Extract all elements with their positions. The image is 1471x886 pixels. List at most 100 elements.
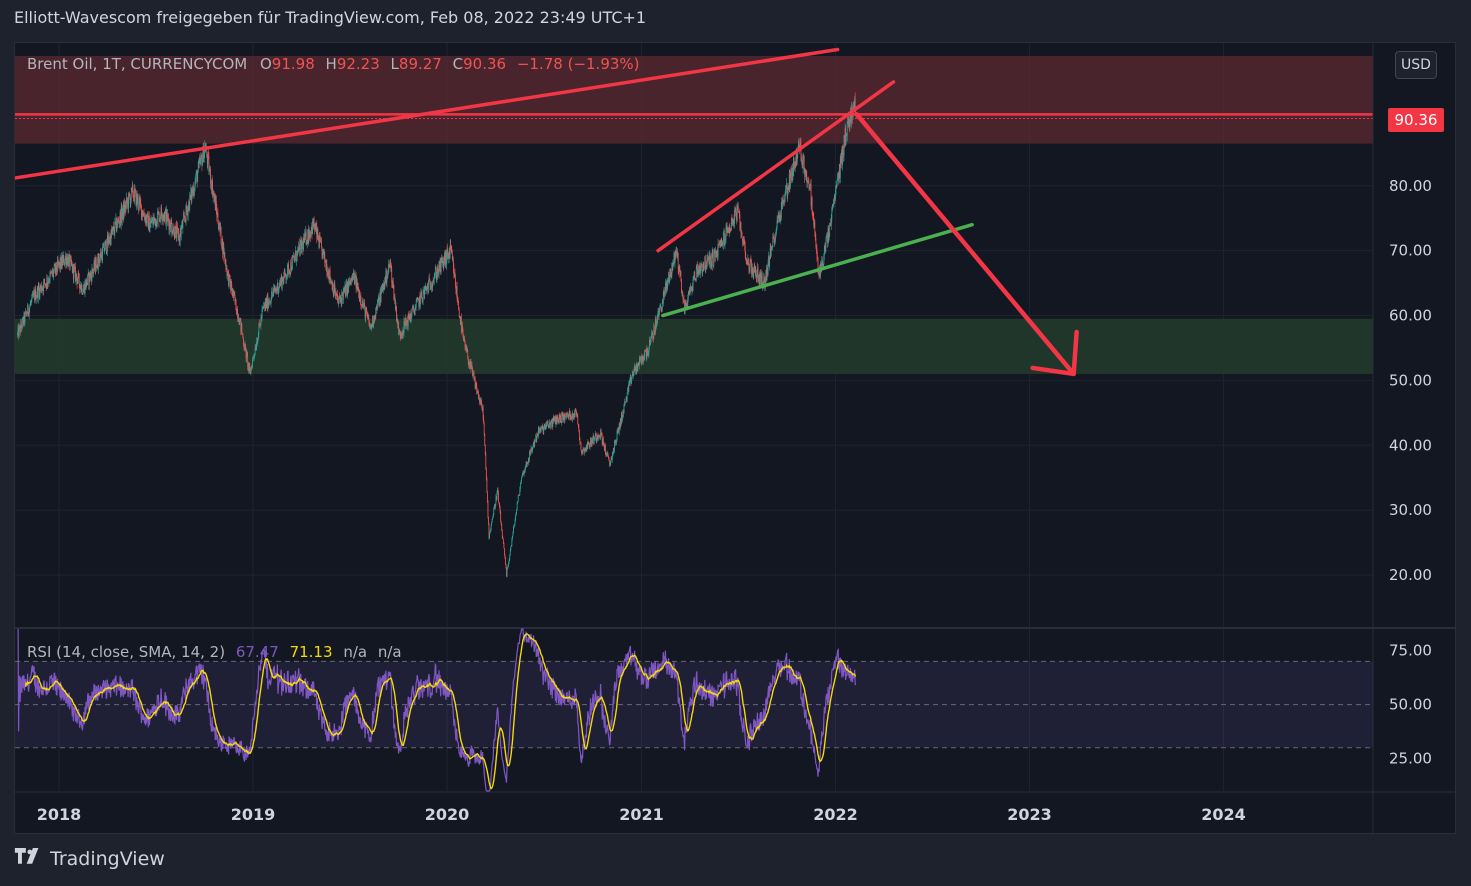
candle-body bbox=[460, 316, 462, 322]
candle-body bbox=[373, 323, 375, 325]
candle-body bbox=[125, 204, 126, 210]
candle-body bbox=[564, 415, 566, 421]
candle-body bbox=[490, 529, 491, 532]
candle-body bbox=[89, 273, 91, 280]
candle-body bbox=[405, 318, 407, 326]
candle-body bbox=[327, 270, 329, 276]
candle-body bbox=[750, 259, 751, 262]
candle-body bbox=[616, 430, 618, 441]
candle-body bbox=[309, 231, 311, 239]
candle-body bbox=[792, 168, 793, 181]
candle-body bbox=[741, 232, 743, 239]
candle-body bbox=[589, 445, 591, 448]
candle-body bbox=[428, 278, 430, 282]
candle-body bbox=[130, 198, 132, 205]
candle-body bbox=[208, 156, 210, 172]
chart-svg[interactable]: 20.0030.0040.0050.0060.0070.0080.0025.00… bbox=[15, 43, 1456, 834]
candle-body bbox=[783, 200, 785, 201]
candle-body bbox=[323, 251, 325, 255]
candle-body bbox=[469, 361, 471, 368]
candle-body bbox=[304, 233, 306, 237]
candle-body bbox=[680, 271, 682, 280]
candle-body bbox=[708, 258, 710, 265]
candle-body bbox=[592, 438, 594, 444]
candle-body bbox=[444, 255, 446, 264]
candle-body bbox=[252, 359, 253, 369]
candle-body bbox=[363, 307, 364, 308]
candle-body bbox=[235, 299, 236, 302]
price-axis-label: 20.00 bbox=[1389, 566, 1432, 584]
candle-body bbox=[115, 217, 117, 224]
candle-body bbox=[743, 236, 745, 243]
candle-body bbox=[404, 320, 405, 326]
candle-body bbox=[738, 211, 740, 213]
candle-body bbox=[697, 269, 699, 275]
candle-body bbox=[671, 262, 673, 271]
candle-body bbox=[310, 232, 312, 237]
candle-body bbox=[595, 434, 597, 441]
candle-body bbox=[488, 516, 489, 524]
candle-body bbox=[104, 250, 106, 252]
candle-body bbox=[227, 271, 229, 273]
candle-body bbox=[134, 188, 135, 202]
candle-body bbox=[267, 295, 269, 309]
candle-body bbox=[730, 218, 732, 231]
candle-body bbox=[212, 180, 214, 197]
candle-body bbox=[133, 195, 135, 202]
candle-body bbox=[539, 428, 541, 430]
candle-body bbox=[717, 243, 719, 257]
candle-body bbox=[811, 197, 813, 206]
currency-button[interactable]: USD bbox=[1395, 51, 1437, 79]
candle-body bbox=[261, 316, 262, 319]
candle-body bbox=[633, 372, 634, 376]
candle-body bbox=[739, 222, 741, 230]
open-value: 91.98 bbox=[271, 55, 315, 73]
candle-body bbox=[471, 364, 472, 370]
candle-body bbox=[687, 297, 689, 307]
candle-body bbox=[514, 524, 515, 526]
candle-body bbox=[791, 168, 792, 180]
chart-frame[interactable]: 20.00 30.00 40.00 50.00 60.00 70.00 80.00 25.00… bbox=[14, 42, 1456, 834]
candle-body bbox=[371, 324, 373, 327]
candle-body bbox=[506, 569, 508, 577]
candle-body bbox=[81, 293, 83, 295]
candle-body bbox=[76, 277, 78, 284]
candle-body bbox=[719, 244, 721, 246]
candle-body bbox=[332, 284, 334, 291]
candle-body bbox=[462, 329, 464, 336]
candle-body bbox=[371, 324, 372, 329]
candle-body bbox=[442, 258, 444, 261]
candle-body bbox=[815, 247, 817, 250]
candle-body bbox=[436, 276, 438, 280]
high-label: H bbox=[325, 55, 337, 73]
candle-body bbox=[696, 264, 698, 268]
candle-body bbox=[535, 435, 537, 442]
candle-body bbox=[603, 445, 605, 450]
candle-body bbox=[58, 262, 60, 266]
candle-body bbox=[641, 357, 642, 365]
candle-body bbox=[137, 197, 139, 208]
candle-body bbox=[80, 285, 82, 289]
candle-body bbox=[837, 173, 839, 175]
candle-body bbox=[377, 300, 379, 302]
candle-body bbox=[590, 438, 592, 446]
candle-body bbox=[188, 201, 190, 211]
candle-body bbox=[125, 203, 127, 210]
candle-body bbox=[733, 219, 734, 222]
candle-body bbox=[297, 249, 299, 251]
tradingview-footer[interactable]: TradingView bbox=[14, 848, 165, 870]
candle-body bbox=[403, 320, 405, 334]
candle-body bbox=[672, 264, 674, 271]
candle-body bbox=[356, 279, 358, 291]
candle-body bbox=[675, 251, 676, 258]
candle-body bbox=[609, 461, 611, 465]
candle-body bbox=[257, 334, 259, 341]
candle-body bbox=[580, 441, 581, 443]
candle-body bbox=[246, 352, 248, 359]
candle-body bbox=[712, 265, 714, 266]
candle-body bbox=[796, 154, 798, 162]
candle-body bbox=[346, 283, 347, 284]
candle-body bbox=[619, 424, 621, 429]
candle-body bbox=[275, 288, 277, 292]
candle-body bbox=[129, 195, 131, 198]
